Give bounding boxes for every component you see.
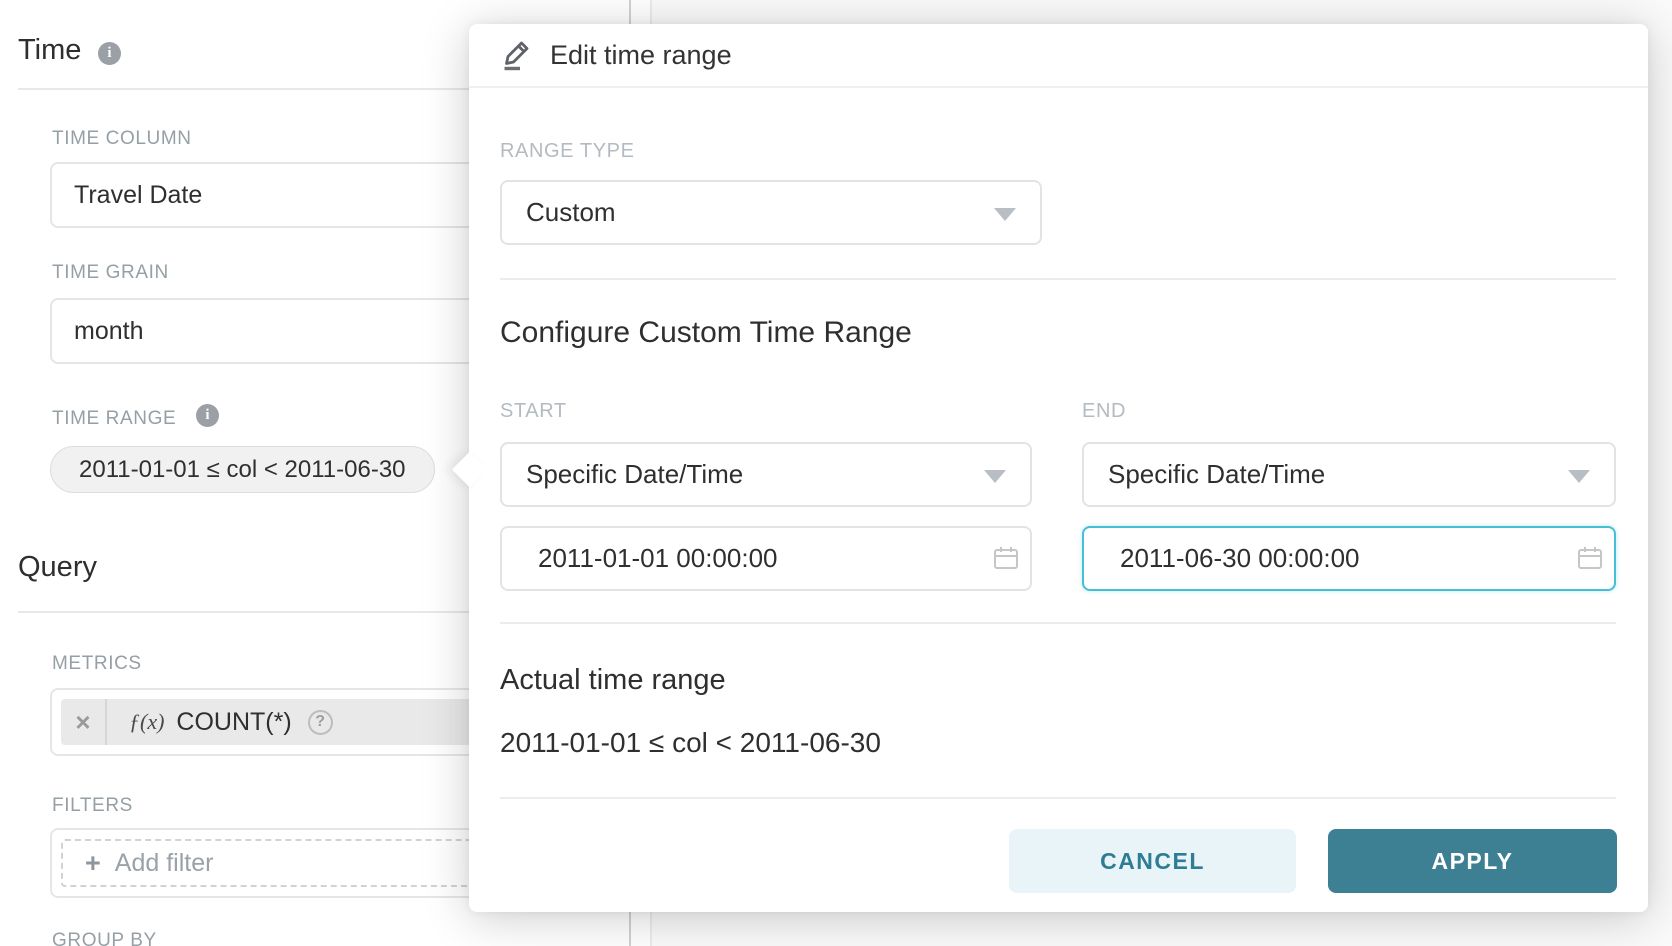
actual-time-range-heading: Actual time range xyxy=(500,664,726,696)
start-mode-value: Specific Date/Time xyxy=(526,459,744,489)
popover-header: Edit time range xyxy=(469,24,1648,88)
add-filter-label: Add filter xyxy=(114,848,214,877)
query-section-title: Query xyxy=(18,551,97,583)
popover-title: Edit time range xyxy=(550,39,732,70)
time-grain-value: month xyxy=(74,316,144,345)
actual-time-range-value: 2011-01-01 ≤ col < 2011-06-30 xyxy=(500,727,881,758)
start-label: START xyxy=(500,400,567,422)
end-mode-value: Specific Date/Time xyxy=(1108,459,1326,489)
time-column-label: TIME COLUMN xyxy=(52,128,192,149)
cancel-button[interactable]: CANCEL xyxy=(1009,829,1296,893)
time-range-label: TIME RANGE xyxy=(52,408,177,429)
plus-icon: + xyxy=(85,847,101,878)
metric-name: COUNT(*) xyxy=(176,707,292,736)
function-icon: ƒ(x) xyxy=(129,709,165,734)
calendar-icon[interactable] xyxy=(992,544,1020,572)
info-icon[interactable]: i xyxy=(98,42,121,65)
apply-button[interactable]: APPLY xyxy=(1328,829,1617,893)
time-section-title: Time xyxy=(18,34,82,66)
end-mode-select[interactable]: Specific Date/Time xyxy=(1082,442,1616,507)
group-by-label: GROUP BY xyxy=(52,930,157,946)
popover-arrow xyxy=(451,451,488,488)
end-datetime-input[interactable] xyxy=(1082,526,1616,591)
time-range-value: 2011-01-01 ≤ col < 2011-06-30 xyxy=(79,455,406,483)
start-datetime-input[interactable] xyxy=(500,526,1032,591)
info-icon[interactable]: i xyxy=(196,404,219,427)
close-icon[interactable]: × xyxy=(61,699,107,745)
range-type-value: Custom xyxy=(526,197,616,227)
caret-down-icon xyxy=(1568,469,1590,483)
popover-divider xyxy=(500,278,1616,280)
edit-pencil-icon xyxy=(504,41,529,71)
help-icon[interactable]: ? xyxy=(307,709,333,735)
range-type-label: RANGE TYPE xyxy=(500,140,635,162)
popover-footer-divider xyxy=(500,797,1616,799)
end-label: END xyxy=(1082,400,1127,422)
start-mode-select[interactable]: Specific Date/Time xyxy=(500,442,1032,507)
calendar-icon[interactable] xyxy=(1576,544,1604,572)
range-type-select[interactable]: Custom xyxy=(500,180,1042,245)
time-range-pill[interactable]: 2011-01-01 ≤ col < 2011-06-30 xyxy=(50,446,435,493)
caret-down-icon xyxy=(984,469,1006,483)
time-column-value: Travel Date xyxy=(74,180,203,209)
query-section-divider xyxy=(18,611,612,613)
caret-down-icon xyxy=(994,207,1016,221)
configure-heading: Configure Custom Time Range xyxy=(500,316,912,349)
edit-time-range-popover: Edit time range RANGE TYPE Custom Config… xyxy=(451,24,1648,912)
time-grain-label: TIME GRAIN xyxy=(52,262,169,283)
time-section-divider xyxy=(18,88,612,90)
filters-label: FILTERS xyxy=(52,795,133,816)
popover-divider xyxy=(500,622,1616,624)
metrics-label: METRICS xyxy=(52,653,142,674)
